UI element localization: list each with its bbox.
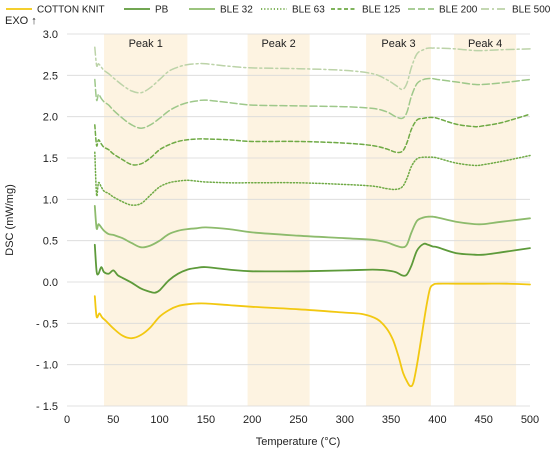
x-tick-label: 350 — [382, 414, 400, 426]
x-tick-label: 100 — [150, 414, 168, 426]
peak-label-3: Peak 3 — [381, 38, 415, 50]
series-line-cotton-knit — [93, 282, 531, 388]
grid-lines — [67, 33, 530, 407]
series-line-pb — [93, 242, 531, 294]
series-line-ble-500 — [94, 46, 531, 94]
legend-label: BLE 32 — [220, 5, 253, 16]
y-axis-title: DSC (mW/mg) — [4, 184, 16, 256]
series-line-ble-125 — [94, 113, 531, 166]
x-tick-label: 450 — [475, 414, 493, 426]
legend-label: COTTON KNIT — [37, 5, 105, 16]
y-tick-label: 3.0 — [43, 29, 58, 41]
peak-region-2 — [247, 34, 310, 406]
axes: - 1.5 - 1.0 - 0.5 0.0 0.5 1.0 1.5 2.0 2.5 3.0 0 50 1… — [36, 29, 539, 426]
x-tick-label: 250 — [289, 414, 307, 426]
x-tick-label: 0 — [64, 414, 70, 426]
y-tick-label: 2.5 — [43, 70, 58, 82]
series-line-ble-200 — [94, 77, 531, 129]
legend-label: BLE 500 — [512, 5, 550, 16]
legend-label: BLE 125 — [362, 5, 401, 16]
series-line-ble-32 — [93, 205, 531, 249]
x-tick-label: 200 — [243, 414, 261, 426]
peak-region-3 — [366, 34, 431, 406]
x-tick-label: 150 — [197, 414, 215, 426]
x-tick-label: 50 — [107, 414, 119, 426]
y-tick-label: 1.5 — [43, 153, 58, 165]
peak-label-4: Peak 4 — [468, 38, 502, 50]
peak-labels: Peak 1 Peak 2 Peak 3 Peak 4 — [129, 38, 503, 50]
series-lines — [93, 46, 531, 388]
peak-label-2: Peak 2 — [261, 38, 295, 50]
peak-region-4 — [454, 34, 517, 406]
x-axis-title: Temperature (°C) — [256, 436, 340, 448]
y-tick-label: - 0.5 — [36, 318, 58, 330]
legend-label: PB — [155, 5, 169, 16]
exo-label: EXO ↑ — [5, 15, 37, 27]
x-tick-label: 400 — [428, 414, 446, 426]
peak-region-1 — [104, 34, 188, 406]
legend-label: BLE 63 — [292, 5, 325, 16]
y-tick-label: 1.0 — [43, 194, 58, 206]
legend: COTTON KNIT PB BLE 32 BLE 63 BLE 125 BLE 200 B… — [6, 5, 550, 16]
peak-regions — [104, 34, 517, 406]
y-tick-label: 2.0 — [43, 112, 58, 124]
y-tick-label: 0.5 — [43, 236, 58, 248]
peak-label-1: Peak 1 — [129, 38, 163, 50]
x-tick-label: 300 — [336, 414, 354, 426]
y-tick-label: 0.0 — [43, 277, 58, 289]
y-tick-label: - 1.5 — [36, 401, 58, 413]
series-line-ble-63 — [94, 151, 531, 206]
y-tick-label: - 1.0 — [36, 360, 58, 372]
x-tick-label: 500 — [521, 414, 539, 426]
legend-label: BLE 200 — [439, 5, 478, 16]
